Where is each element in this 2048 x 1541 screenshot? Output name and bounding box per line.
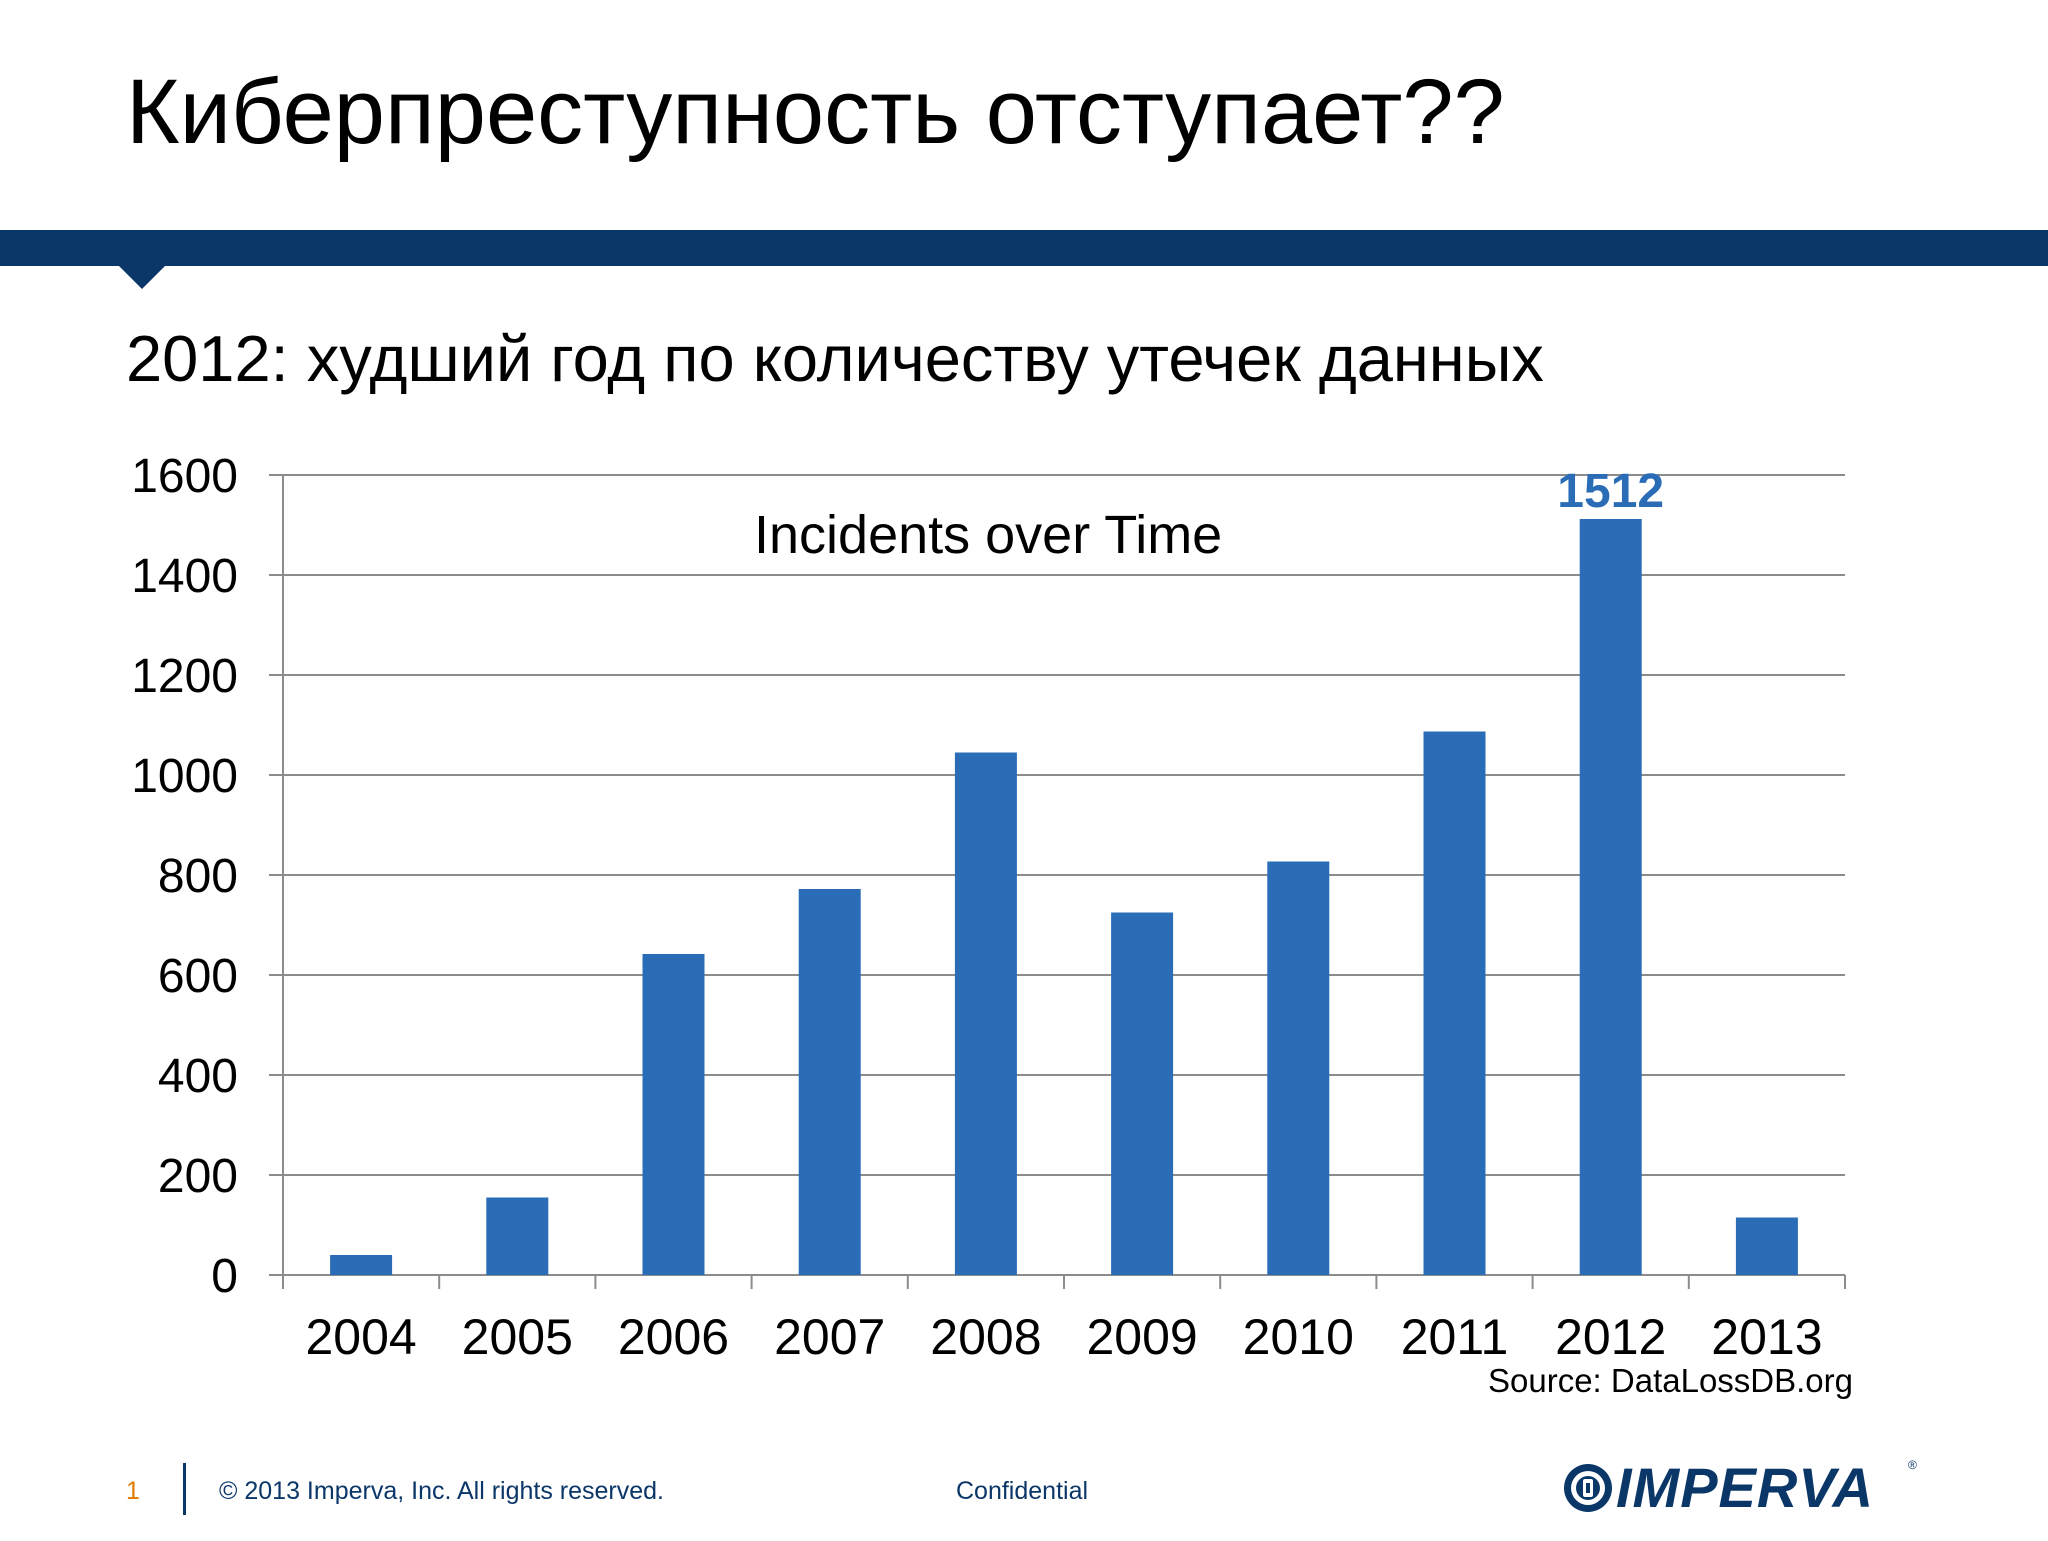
slide-subtitle: 2012: худший год по количеству утечек да… [126,322,1544,395]
y-tick-label: 1600 [131,450,238,503]
imperva-logo-icon [1564,1464,1612,1512]
imperva-logo-text: IMPERVA [1616,1456,1874,1519]
y-tick-label: 800 [158,850,238,903]
bar [1423,731,1486,1275]
bar [1735,1217,1798,1275]
bar [486,1197,549,1275]
footer-copyright: © 2013 Imperva, Inc. All rights reserved… [219,1477,665,1505]
x-tick-label: 2006 [618,1309,729,1365]
title-bar-notch [118,265,166,289]
x-tick-label: 2011 [1401,1309,1509,1365]
y-tick-label: 400 [158,1050,238,1103]
x-tick-label: 2004 [305,1309,416,1365]
x-tick-label: 2009 [1086,1309,1197,1365]
footer-divider [183,1463,186,1515]
bar [954,752,1017,1275]
data-label: 1512 [1557,465,1664,518]
x-tick-label: 2010 [1243,1309,1354,1365]
bar [798,889,861,1275]
y-tick-label: 1000 [131,750,238,803]
imperva-logo-registered: ® [1908,1458,1917,1472]
bar [642,954,705,1275]
title-bar [0,230,2048,266]
x-tick-label: 2012 [1555,1309,1666,1365]
x-tick-label: 2005 [462,1309,573,1365]
bar [1579,519,1642,1275]
x-tick-label: 2008 [930,1309,1041,1365]
bar [330,1255,393,1275]
x-tick-label: 2007 [774,1309,885,1365]
y-tick-label: 200 [158,1150,238,1203]
source-note: Source: DataLossDB.org [1487,1362,1853,1399]
x-tick-label: 2013 [1711,1309,1822,1365]
imperva-logo: IMPERVA ® [1562,1458,1922,1520]
chart-title: Incidents over Time [754,505,1223,565]
y-tick-label: 1400 [131,550,238,603]
bar [1267,861,1330,1275]
slide-title: Киберпреступность отступает?? [126,61,1505,163]
y-tick-label: 0 [211,1250,238,1303]
y-tick-label: 600 [158,950,238,1003]
footer-confidential: Confidential [956,1477,1089,1505]
bar [1111,912,1174,1275]
y-tick-label: 1200 [131,650,238,703]
footer-page-number: 1 [126,1477,140,1505]
